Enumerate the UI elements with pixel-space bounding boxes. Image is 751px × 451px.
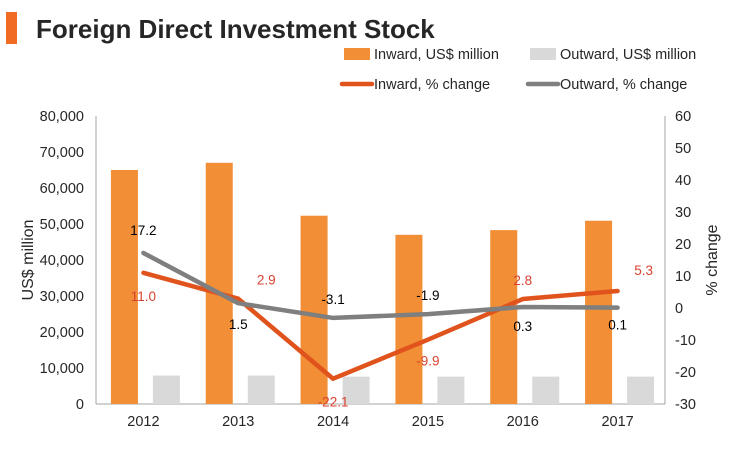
y-tick-label-left: 10,000 bbox=[40, 361, 84, 377]
y-tick-label-left: 0 bbox=[76, 397, 84, 413]
y-tick-label-right: 40 bbox=[675, 173, 691, 189]
data-label-inward: 11.0 bbox=[131, 289, 156, 304]
y-tick-label-left: 70,000 bbox=[40, 145, 84, 161]
y-tick-label-left: 40,000 bbox=[40, 253, 84, 269]
x-tick-label: 2017 bbox=[601, 414, 633, 430]
bar-outward bbox=[342, 376, 370, 404]
y-tick-label-left: 30,000 bbox=[40, 289, 84, 305]
data-label-outward: 1.5 bbox=[229, 317, 248, 332]
legend-label: Outward, % change bbox=[560, 77, 687, 93]
y-tick-label-left: 80,000 bbox=[40, 109, 84, 125]
line-outward-change bbox=[141, 250, 620, 321]
x-tick-label: 2015 bbox=[412, 414, 444, 430]
legend-label: Outward, US$ million bbox=[560, 47, 696, 63]
axes: 0 10,000 20,000 30,000 40,000 50,000 60,000 70,… bbox=[20, 109, 721, 430]
bar-outward bbox=[152, 375, 180, 404]
bar-outward bbox=[247, 375, 275, 404]
data-label-outward: 0.1 bbox=[608, 318, 627, 333]
data-label-outward: 17.2 bbox=[130, 223, 156, 238]
bar-inward bbox=[490, 230, 518, 404]
x-tick-label: 2014 bbox=[317, 414, 349, 430]
y-axis-title-right: % change bbox=[704, 224, 721, 295]
data-label-inward: 2.8 bbox=[513, 273, 532, 288]
y-tick-label-right: 10 bbox=[675, 269, 691, 285]
x-tick-label: 2013 bbox=[222, 414, 254, 430]
y-tick-label-right: 50 bbox=[675, 141, 691, 157]
y-tick-label-left: 60,000 bbox=[40, 181, 84, 197]
legend: Inward, US$ million Outward, US$ million I… bbox=[339, 47, 696, 93]
legend-label: Inward, % change bbox=[374, 77, 490, 93]
data-label-outward: -1.9 bbox=[416, 288, 439, 303]
point-labels: 11.0 2.9 -22.1 -9.9 2.8 5.3 17.2 1.5 -3.1 -1.9 0.3… bbox=[130, 223, 653, 410]
x-tick-label: 2012 bbox=[127, 414, 159, 430]
bar-inward bbox=[585, 220, 613, 404]
title-accent-bar bbox=[6, 12, 17, 44]
legend-swatch-bar bbox=[344, 48, 370, 60]
legend-swatch-bar bbox=[530, 48, 556, 60]
y-tick-label-right: -30 bbox=[675, 397, 696, 413]
bar-outward bbox=[532, 376, 560, 404]
y-tick-label-right: 60 bbox=[675, 109, 691, 125]
data-label-outward: 0.3 bbox=[513, 319, 532, 334]
data-label-outward: -3.1 bbox=[321, 292, 344, 307]
bar-inward bbox=[300, 215, 328, 404]
y-tick-label-left: 20,000 bbox=[40, 325, 84, 341]
x-tick-label: 2016 bbox=[507, 414, 539, 430]
y-tick-label-right: 30 bbox=[675, 205, 691, 221]
lines bbox=[141, 250, 620, 381]
bar-inward bbox=[395, 234, 423, 404]
data-label-inward: 2.9 bbox=[257, 273, 276, 288]
y-tick-label-right: 20 bbox=[675, 237, 691, 253]
chart-title: Foreign Direct Investment Stock bbox=[36, 14, 435, 44]
legend-label: Inward, US$ million bbox=[374, 47, 499, 63]
y-tick-label-right: -20 bbox=[675, 365, 696, 381]
data-label-inward: 5.3 bbox=[634, 263, 653, 278]
y-tick-label-right: -10 bbox=[675, 333, 696, 349]
bar-outward bbox=[437, 376, 465, 404]
bar-inward bbox=[205, 162, 233, 404]
y-tick-label-right: 0 bbox=[675, 301, 683, 317]
bars bbox=[110, 162, 655, 404]
bar-inward bbox=[110, 170, 138, 404]
y-tick-label-left: 50,000 bbox=[40, 217, 84, 233]
data-label-inward: -9.9 bbox=[416, 354, 439, 369]
bar-outward bbox=[627, 376, 655, 404]
y-axis-title-left: US$ million bbox=[20, 220, 37, 301]
data-label-inward: -22.1 bbox=[318, 395, 349, 410]
